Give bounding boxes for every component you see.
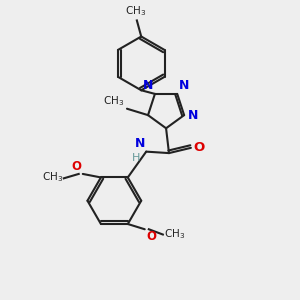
- Text: O: O: [72, 160, 82, 173]
- Text: N: N: [135, 137, 146, 151]
- Text: CH$_3$: CH$_3$: [103, 94, 124, 107]
- Text: N: N: [143, 80, 153, 92]
- Text: CH$_3$: CH$_3$: [42, 170, 63, 184]
- Text: N: N: [188, 109, 198, 122]
- Text: CH$_3$: CH$_3$: [164, 228, 185, 242]
- Text: H: H: [131, 153, 140, 164]
- Text: CH$_3$: CH$_3$: [125, 4, 146, 17]
- Text: N: N: [179, 80, 189, 92]
- Text: O: O: [146, 230, 156, 243]
- Text: O: O: [194, 141, 205, 154]
